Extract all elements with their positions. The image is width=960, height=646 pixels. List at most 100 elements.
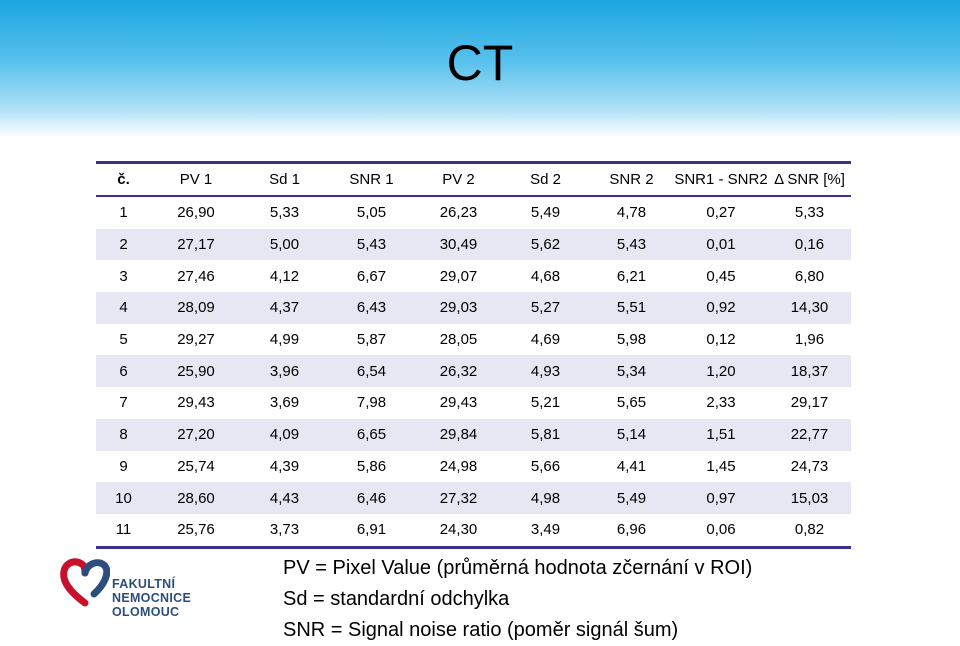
- legend-pv: PV = Pixel Value (průměrná hodnota zčern…: [283, 557, 753, 579]
- table-cell-number: 3: [119, 267, 128, 285]
- heart-logo-icon: [60, 558, 111, 607]
- table-cell-snr2: 6,96: [616, 521, 647, 539]
- table-cell-snr1: 5,87: [356, 331, 387, 349]
- table-row: 2 27,17 5,00 5,43 30,49 5,62 5,43 0,01 0,16: [96, 228, 851, 261]
- table-cell-pv2: 24,98: [439, 457, 478, 475]
- table-cell-snr1: 6,46: [356, 489, 387, 507]
- header-cell-sd2: Sd 2: [530, 171, 561, 188]
- table-cell-pv1: 27,17: [177, 236, 215, 254]
- table-cell-sd2: 5,27: [530, 299, 561, 317]
- table-cell-snr1: 6,91: [356, 521, 387, 539]
- table-cell-sd2: 5,66: [530, 457, 561, 475]
- table-cell-delta-snr: 22,77: [790, 426, 829, 444]
- table-row: 11 25,76 3,73 6,91 24,30 3,49 6,96 0,06 0,82: [96, 513, 851, 548]
- table-cell-delta-snr: 18,37: [790, 362, 829, 380]
- table-cell-sd1: 4,12: [269, 267, 300, 285]
- table-cell-snr-diff: 1,45: [706, 457, 736, 475]
- table-cell-sd1: 4,43: [269, 489, 300, 507]
- table-cell-number: 2: [119, 236, 128, 254]
- table-body: 1 26,90 5,33 5,05 26,23 5,49 4,78 0,27 5,33 2 27,1…: [96, 196, 851, 548]
- table-cell-delta-snr: 1,96: [794, 331, 825, 349]
- table-cell-pv2: 29,43: [439, 394, 478, 412]
- table-cell-pv1: 29,43: [177, 394, 215, 412]
- table-cell-pv2: 26,32: [439, 362, 478, 380]
- table-cell-pv1: 28,60: [177, 489, 215, 507]
- table-cell-sd1: 3,73: [269, 521, 300, 539]
- table-row: 10 28,60 4,43 6,46 27,32 4,98 5,49 0,97 15,03: [96, 482, 851, 514]
- table-cell-snr1: 7,98: [356, 394, 387, 412]
- table-cell-snr2: 5,34: [616, 362, 647, 380]
- table-cell-pv2: 30,49: [439, 236, 478, 254]
- table-cell-snr-diff: 0,92: [706, 299, 736, 317]
- results-table: č. PV 1 Sd 1 SNR 1 PV 2 Sd 2 SNR 2 SNR1 …: [96, 161, 851, 549]
- table-cell-pv2: 27,32: [439, 489, 478, 507]
- table-cell-snr1: 6,43: [356, 299, 387, 317]
- table-cell-pv1: 25,76: [177, 521, 215, 539]
- legend-sd: Sd = standardní odchylka: [283, 588, 510, 610]
- table-cell-delta-snr: 24,73: [790, 457, 829, 475]
- table-row: 8 27,20 4,09 6,65 29,84 5,81 5,14 1,51 22,77: [96, 418, 851, 451]
- table-cell-delta-snr: 0,82: [794, 521, 825, 539]
- table-cell-delta-snr: 5,33: [794, 204, 825, 222]
- table-cell-pv2: 29,84: [439, 426, 478, 444]
- table-cell-sd1: 5,33: [269, 204, 300, 222]
- table-cell-snr2: 5,65: [616, 394, 647, 412]
- table-cell-pv2: 29,07: [439, 267, 478, 285]
- table-cell-snr1: 5,86: [356, 457, 387, 475]
- table-cell-sd2: 5,21: [530, 394, 561, 412]
- table-cell-snr-diff: 0,45: [706, 267, 736, 285]
- table-cell-sd1: 4,39: [269, 457, 300, 475]
- table-cell-delta-snr: 14,30: [790, 299, 829, 317]
- table-cell-snr2: 6,21: [616, 267, 647, 285]
- table-cell-snr1: 6,67: [356, 267, 387, 285]
- table-cell-sd2: 3,49: [530, 521, 561, 539]
- table-row: 4 28,09 4,37 6,43 29,03 5,27 5,51 0,92 14,30: [96, 292, 851, 324]
- table-cell-sd2: 5,81: [530, 426, 561, 444]
- table-cell-snr1: 5,05: [356, 204, 387, 222]
- table-row: 6 25,90 3,96 6,54 26,32 4,93 5,34 1,20 18,37: [96, 355, 851, 388]
- table-cell-sd1: 4,37: [269, 299, 300, 317]
- table-cell-snr-diff: 2,33: [706, 394, 736, 412]
- hospital-logo: FAKULTNÍ NEMOCNICE OLOMOUC: [60, 556, 250, 619]
- table-cell-pv2: 26,23: [439, 204, 478, 222]
- table-cell-pv1: 29,27: [177, 331, 215, 349]
- table-cell-snr2: 5,49: [616, 489, 647, 507]
- table-cell-number: 8: [119, 426, 128, 444]
- table-cell-delta-snr: 15,03: [790, 489, 829, 507]
- table-cell-snr1: 5,43: [356, 236, 387, 254]
- header-cell-snr-diff: SNR1 - SNR2: [674, 171, 768, 188]
- table-cell-pv1: 27,20: [177, 426, 215, 444]
- table-cell-snr-diff: 1,51: [706, 426, 736, 444]
- table-cell-sd2: 4,68: [530, 267, 561, 285]
- table-cell-number: 5: [119, 331, 128, 349]
- table-cell-number: 9: [119, 457, 128, 475]
- results-table-container: č. PV 1 Sd 1 SNR 1 PV 2 Sd 2 SNR 2 SNR1 …: [96, 161, 851, 549]
- table-cell-snr1: 6,65: [356, 426, 387, 444]
- table-cell-number: 1: [119, 204, 128, 222]
- table-cell-number: 4: [119, 299, 128, 317]
- table-cell-sd1: 5,00: [269, 236, 300, 254]
- table-row: 3 27,46 4,12 6,67 29,07 4,68 6,21 0,45 6,80: [96, 260, 851, 293]
- header-cell-pv2: PV 2: [442, 171, 475, 188]
- table-cell-pv1: 27,46: [177, 267, 215, 285]
- hospital-name: FAKULTNÍ NEMOCNICE OLOMOUC: [112, 577, 250, 619]
- table-cell-snr2: 4,78: [616, 204, 647, 222]
- table-cell-snr-diff: 0,27: [706, 204, 736, 222]
- table-cell-snr2: 5,43: [616, 236, 647, 254]
- table-cell-pv1: 25,74: [177, 457, 215, 475]
- header-cell-number: č.: [117, 171, 130, 188]
- header-band: [0, 0, 960, 138]
- table-cell-pv1: 25,90: [177, 362, 215, 380]
- table-cell-snr-diff: 0,12: [706, 331, 736, 349]
- table-cell-sd2: 4,98: [530, 489, 561, 507]
- abbreviation-legend: PV = Pixel Value (průměrná hodnota zčern…: [283, 553, 752, 646]
- table-cell-snr-diff: 1,20: [706, 362, 736, 380]
- hospital-name-line2: OLOMOUC: [112, 605, 180, 619]
- table-cell-pv1: 28,09: [177, 299, 215, 317]
- header-cell-snr1: SNR 1: [349, 171, 394, 188]
- table-row: 1 26,90 5,33 5,05 26,23 5,49 4,78 0,27 5,33: [96, 196, 851, 229]
- header-cell-sd1: Sd 1: [269, 171, 300, 188]
- table-cell-sd1: 4,09: [269, 426, 300, 444]
- table-cell-pv1: 26,90: [177, 204, 215, 222]
- table-cell-delta-snr: 6,80: [794, 267, 825, 285]
